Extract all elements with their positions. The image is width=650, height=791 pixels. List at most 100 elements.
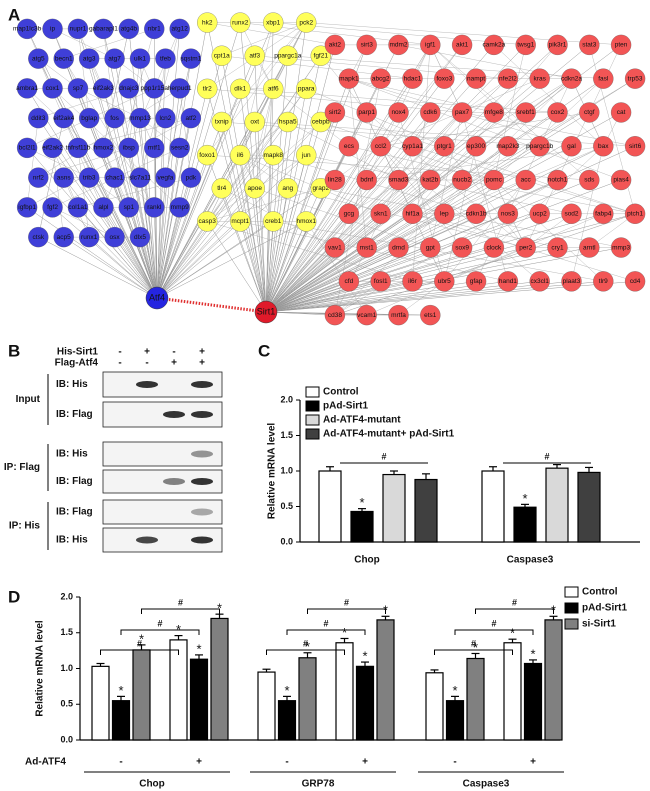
network-edge <box>571 146 604 282</box>
network-node <box>483 237 505 258</box>
network-node <box>169 78 190 99</box>
bar <box>503 642 522 741</box>
network-edge <box>26 207 158 299</box>
node-label: cox2 <box>551 109 565 116</box>
network-edge <box>221 55 267 313</box>
node-label: vegfa <box>157 174 173 181</box>
y-tick-label: 2.0 <box>280 394 293 404</box>
network-edge <box>265 213 508 313</box>
network-edge <box>412 44 431 282</box>
network-node <box>16 18 38 40</box>
node-label: bax <box>598 143 609 150</box>
network-node <box>211 45 232 66</box>
legend-label: Control <box>582 587 618 598</box>
network-node <box>310 45 331 66</box>
node-label: xbp1 <box>266 19 280 26</box>
network-node <box>420 304 441 326</box>
network-edge <box>221 22 307 56</box>
node-label: nucb2 <box>453 177 471 184</box>
network-node <box>118 197 139 218</box>
network-node <box>356 169 377 191</box>
network-edge <box>265 179 367 313</box>
network-edge <box>207 221 267 313</box>
network-node <box>388 34 409 56</box>
network-edge <box>27 147 90 178</box>
network-node <box>624 203 646 224</box>
lane-sign: + <box>171 358 177 369</box>
network-edge <box>154 147 158 299</box>
network-edge <box>265 281 381 313</box>
significance-marker: * <box>510 626 515 641</box>
network-node <box>547 237 568 258</box>
comparison-marker: # <box>344 597 349 607</box>
network-node <box>197 144 218 166</box>
blot-band <box>163 478 185 485</box>
network-node <box>28 226 49 248</box>
node-label: clock <box>486 244 502 251</box>
network-edge <box>265 44 431 313</box>
bar <box>210 617 229 741</box>
node-label: ctgf <box>584 109 595 116</box>
network-node <box>263 144 284 166</box>
comparison-marker: # <box>491 618 496 628</box>
network-edge <box>179 88 192 178</box>
y-tick-label: 1.0 <box>280 465 293 475</box>
hub-node <box>254 300 278 324</box>
bar <box>425 672 444 741</box>
comparison-marker: # <box>512 597 517 607</box>
bar <box>445 700 465 741</box>
node-label: dnajc3 <box>119 85 139 92</box>
node-label: skn1 <box>374 210 388 217</box>
network-node <box>402 68 423 89</box>
network-edge <box>77 88 141 119</box>
node-label: kras <box>534 75 547 82</box>
node-label: fasl <box>598 75 609 82</box>
node-label: pax7 <box>455 109 469 116</box>
node-label: cox1 <box>46 85 60 92</box>
y-tick-label: 0.5 <box>280 501 293 511</box>
network-node <box>370 271 391 292</box>
bar <box>523 662 543 741</box>
network-node <box>579 102 600 123</box>
network-edge <box>207 188 321 222</box>
node-label: stat3 <box>582 42 596 49</box>
node-label: lcn2 <box>159 115 171 122</box>
network-node <box>388 304 409 326</box>
network-edge <box>265 188 289 313</box>
significance-marker: * <box>305 639 310 654</box>
bar <box>189 658 209 741</box>
network-node <box>230 211 251 232</box>
network-node <box>434 271 455 292</box>
node-label: mmp3 <box>612 244 630 251</box>
network-node <box>53 107 74 129</box>
network-node <box>42 197 63 218</box>
legend-swatch <box>564 586 579 598</box>
network-node <box>129 226 151 248</box>
node-label: dlk1 <box>234 86 246 93</box>
y-axis-label: Relative mRNA level <box>35 620 46 717</box>
legend-label: Ad-ATF4-mutant+ pAd-Sirt1 <box>323 429 455 440</box>
network-edge <box>380 146 463 248</box>
node-label: twsg1 <box>517 42 534 49</box>
network-node <box>624 271 646 292</box>
node-label: sesn2 <box>171 145 189 152</box>
network-node <box>28 167 49 188</box>
network-edge <box>306 22 622 46</box>
network-edge <box>207 22 307 156</box>
y-tick-label: 1.0 <box>60 663 73 673</box>
network-node <box>497 68 519 89</box>
network-edge <box>165 58 192 178</box>
comparison-bracket <box>475 608 554 614</box>
network-node <box>67 18 89 40</box>
network-edge <box>265 281 540 313</box>
node-label: atg5 <box>32 55 45 62</box>
node-label: hspa5 <box>279 119 297 126</box>
network-node <box>561 271 582 292</box>
network-node <box>244 178 265 199</box>
node-label: ptgr1 <box>437 143 452 150</box>
node-label: fosl1 <box>374 278 388 285</box>
network-edge <box>348 78 622 181</box>
network-edge <box>206 22 267 313</box>
network-edge <box>265 179 495 313</box>
network-edge <box>493 146 604 248</box>
